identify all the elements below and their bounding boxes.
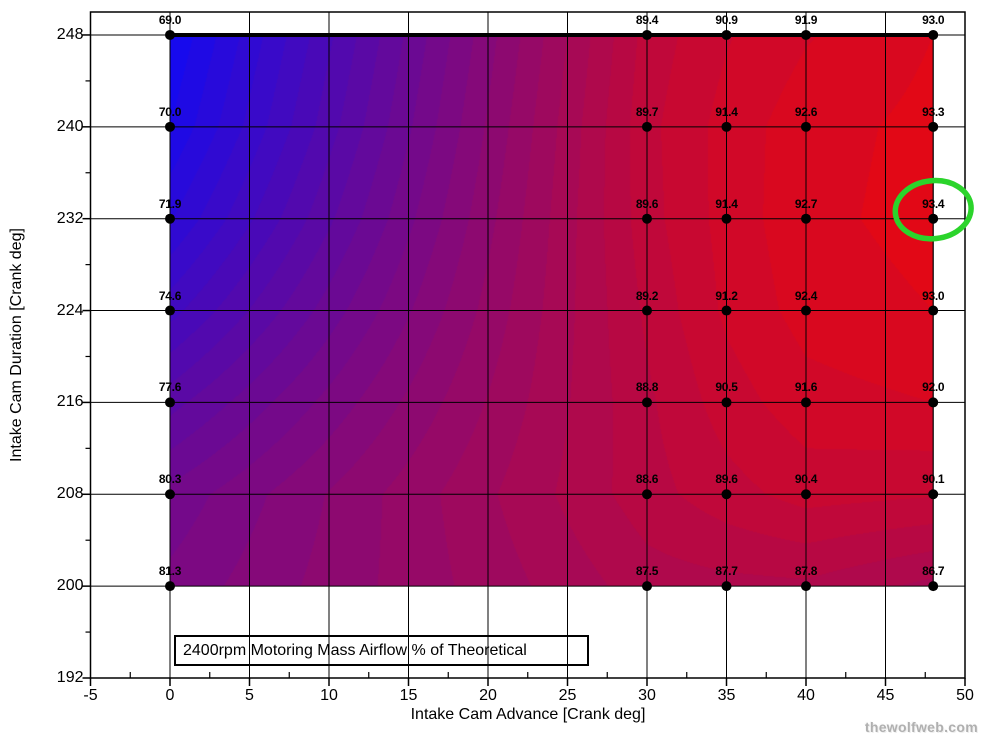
data-point (928, 489, 939, 500)
x-tick-label: 15 (399, 687, 418, 704)
data-point (928, 581, 939, 592)
x-tick-label: 10 (320, 687, 338, 704)
x-tick-label: 5 (245, 687, 254, 704)
data-point (165, 213, 175, 224)
data-point (165, 121, 175, 132)
data-point (165, 305, 175, 316)
data-point-value-label: 89.2 (635, 288, 659, 303)
data-point-value-label: 77.6 (158, 380, 182, 395)
x-tick-label: 45 (876, 687, 895, 704)
data-point (165, 29, 175, 40)
data-point (721, 581, 732, 592)
data-point-value-label: 92.4 (794, 288, 818, 303)
data-point-value-label: 74.6 (158, 288, 182, 303)
data-point (721, 29, 732, 40)
data-point-value-label: 91.4 (715, 104, 738, 119)
data-point (801, 213, 811, 224)
data-point-value-label: 91.4 (715, 196, 738, 211)
x-tick-label: 20 (479, 687, 497, 704)
data-point-value-label: 87.7 (715, 564, 738, 579)
data-point (165, 489, 175, 500)
y-tick-label: 192 (56, 669, 84, 686)
data-point (721, 397, 732, 408)
data-point (642, 29, 652, 40)
data-point-value-label: 90.9 (715, 12, 738, 27)
data-point (165, 581, 175, 592)
x-tick-label: 0 (165, 687, 175, 704)
data-point (928, 213, 939, 224)
data-point-value-label: 93.0 (922, 12, 945, 27)
data-point (801, 29, 811, 40)
data-point-value-label: 89.4 (635, 12, 659, 27)
data-point (801, 121, 811, 132)
data-point-value-label: 89.7 (635, 104, 659, 119)
x-tick-label: 30 (638, 687, 656, 704)
data-point-value-label: 69.0 (158, 12, 182, 27)
data-point (928, 29, 939, 40)
chart-title-box: 2400rpm Motoring Mass Airflow % of Theor… (174, 635, 589, 666)
data-point (928, 397, 939, 408)
x-tick-label: 50 (956, 687, 974, 704)
chart-title: 2400rpm Motoring Mass Airflow % of Theor… (183, 641, 527, 659)
data-point (642, 213, 652, 224)
data-point-value-label: 89.6 (715, 472, 738, 487)
data-point-value-label: 87.5 (635, 564, 659, 579)
data-point (801, 581, 811, 592)
highlight-circle-annotation (892, 177, 974, 242)
data-point (801, 305, 811, 316)
data-point-value-label: 90.5 (715, 380, 738, 395)
data-point (721, 121, 732, 132)
data-point-value-label: 80.3 (158, 472, 182, 487)
data-point-value-label: 89.6 (635, 196, 659, 211)
data-point-value-label: 88.6 (635, 472, 659, 487)
data-point (642, 581, 652, 592)
data-point (721, 213, 732, 224)
data-point-value-label: 81.3 (158, 564, 182, 579)
data-point (721, 489, 732, 500)
data-point-value-label: 92.0 (922, 380, 945, 395)
data-point-value-label: 87.8 (794, 564, 818, 579)
data-point-value-label: 88.8 (635, 380, 659, 395)
y-tick-label: 240 (56, 117, 84, 135)
data-point-value-label: 70.0 (158, 104, 182, 119)
x-tick-label: 40 (797, 687, 815, 704)
data-point-value-label: 92.7 (794, 196, 818, 211)
data-point (642, 397, 652, 408)
data-point-value-label: 93.4 (922, 196, 945, 211)
plot-frame (89, 11, 966, 679)
data-point-value-label: 93.3 (922, 104, 945, 119)
y-tick-label: 232 (56, 209, 84, 227)
data-point-value-label: 71.9 (158, 196, 182, 211)
data-point (801, 397, 811, 408)
y-tick-label: 208 (56, 485, 84, 503)
x-axis-title: Intake Cam Advance [Crank deg] (410, 706, 646, 723)
y-tick-label: 224 (56, 301, 84, 319)
watermark: thewolfweb.com (864, 719, 978, 735)
y-tick-label: 216 (56, 393, 84, 411)
y-tick-label: 248 (56, 25, 84, 43)
data-point-value-label: 91.9 (794, 12, 818, 27)
data-point (721, 305, 732, 316)
data-point (642, 305, 652, 316)
x-tick-label: 35 (717, 687, 736, 704)
x-tick-label: -5 (83, 687, 98, 704)
y-tick-label: 200 (56, 577, 84, 595)
x-tick-label: 25 (558, 687, 577, 704)
data-point (642, 121, 652, 132)
data-point (642, 489, 652, 500)
data-point-value-label: 92.6 (794, 104, 818, 119)
data-point (801, 489, 811, 500)
data-point (928, 121, 939, 132)
data-point (165, 397, 175, 408)
data-point-value-label: 93.0 (922, 288, 945, 303)
data-point-value-label: 90.4 (794, 472, 818, 487)
data-point-value-label: 86.7 (922, 564, 945, 579)
data-point-value-label: 91.2 (715, 288, 738, 303)
data-point-value-label: 90.1 (922, 472, 945, 487)
data-point (928, 305, 939, 316)
data-point-value-label: 91.6 (794, 380, 818, 395)
y-axis-title: Intake Cam Duration [Crank deg] (8, 228, 25, 462)
